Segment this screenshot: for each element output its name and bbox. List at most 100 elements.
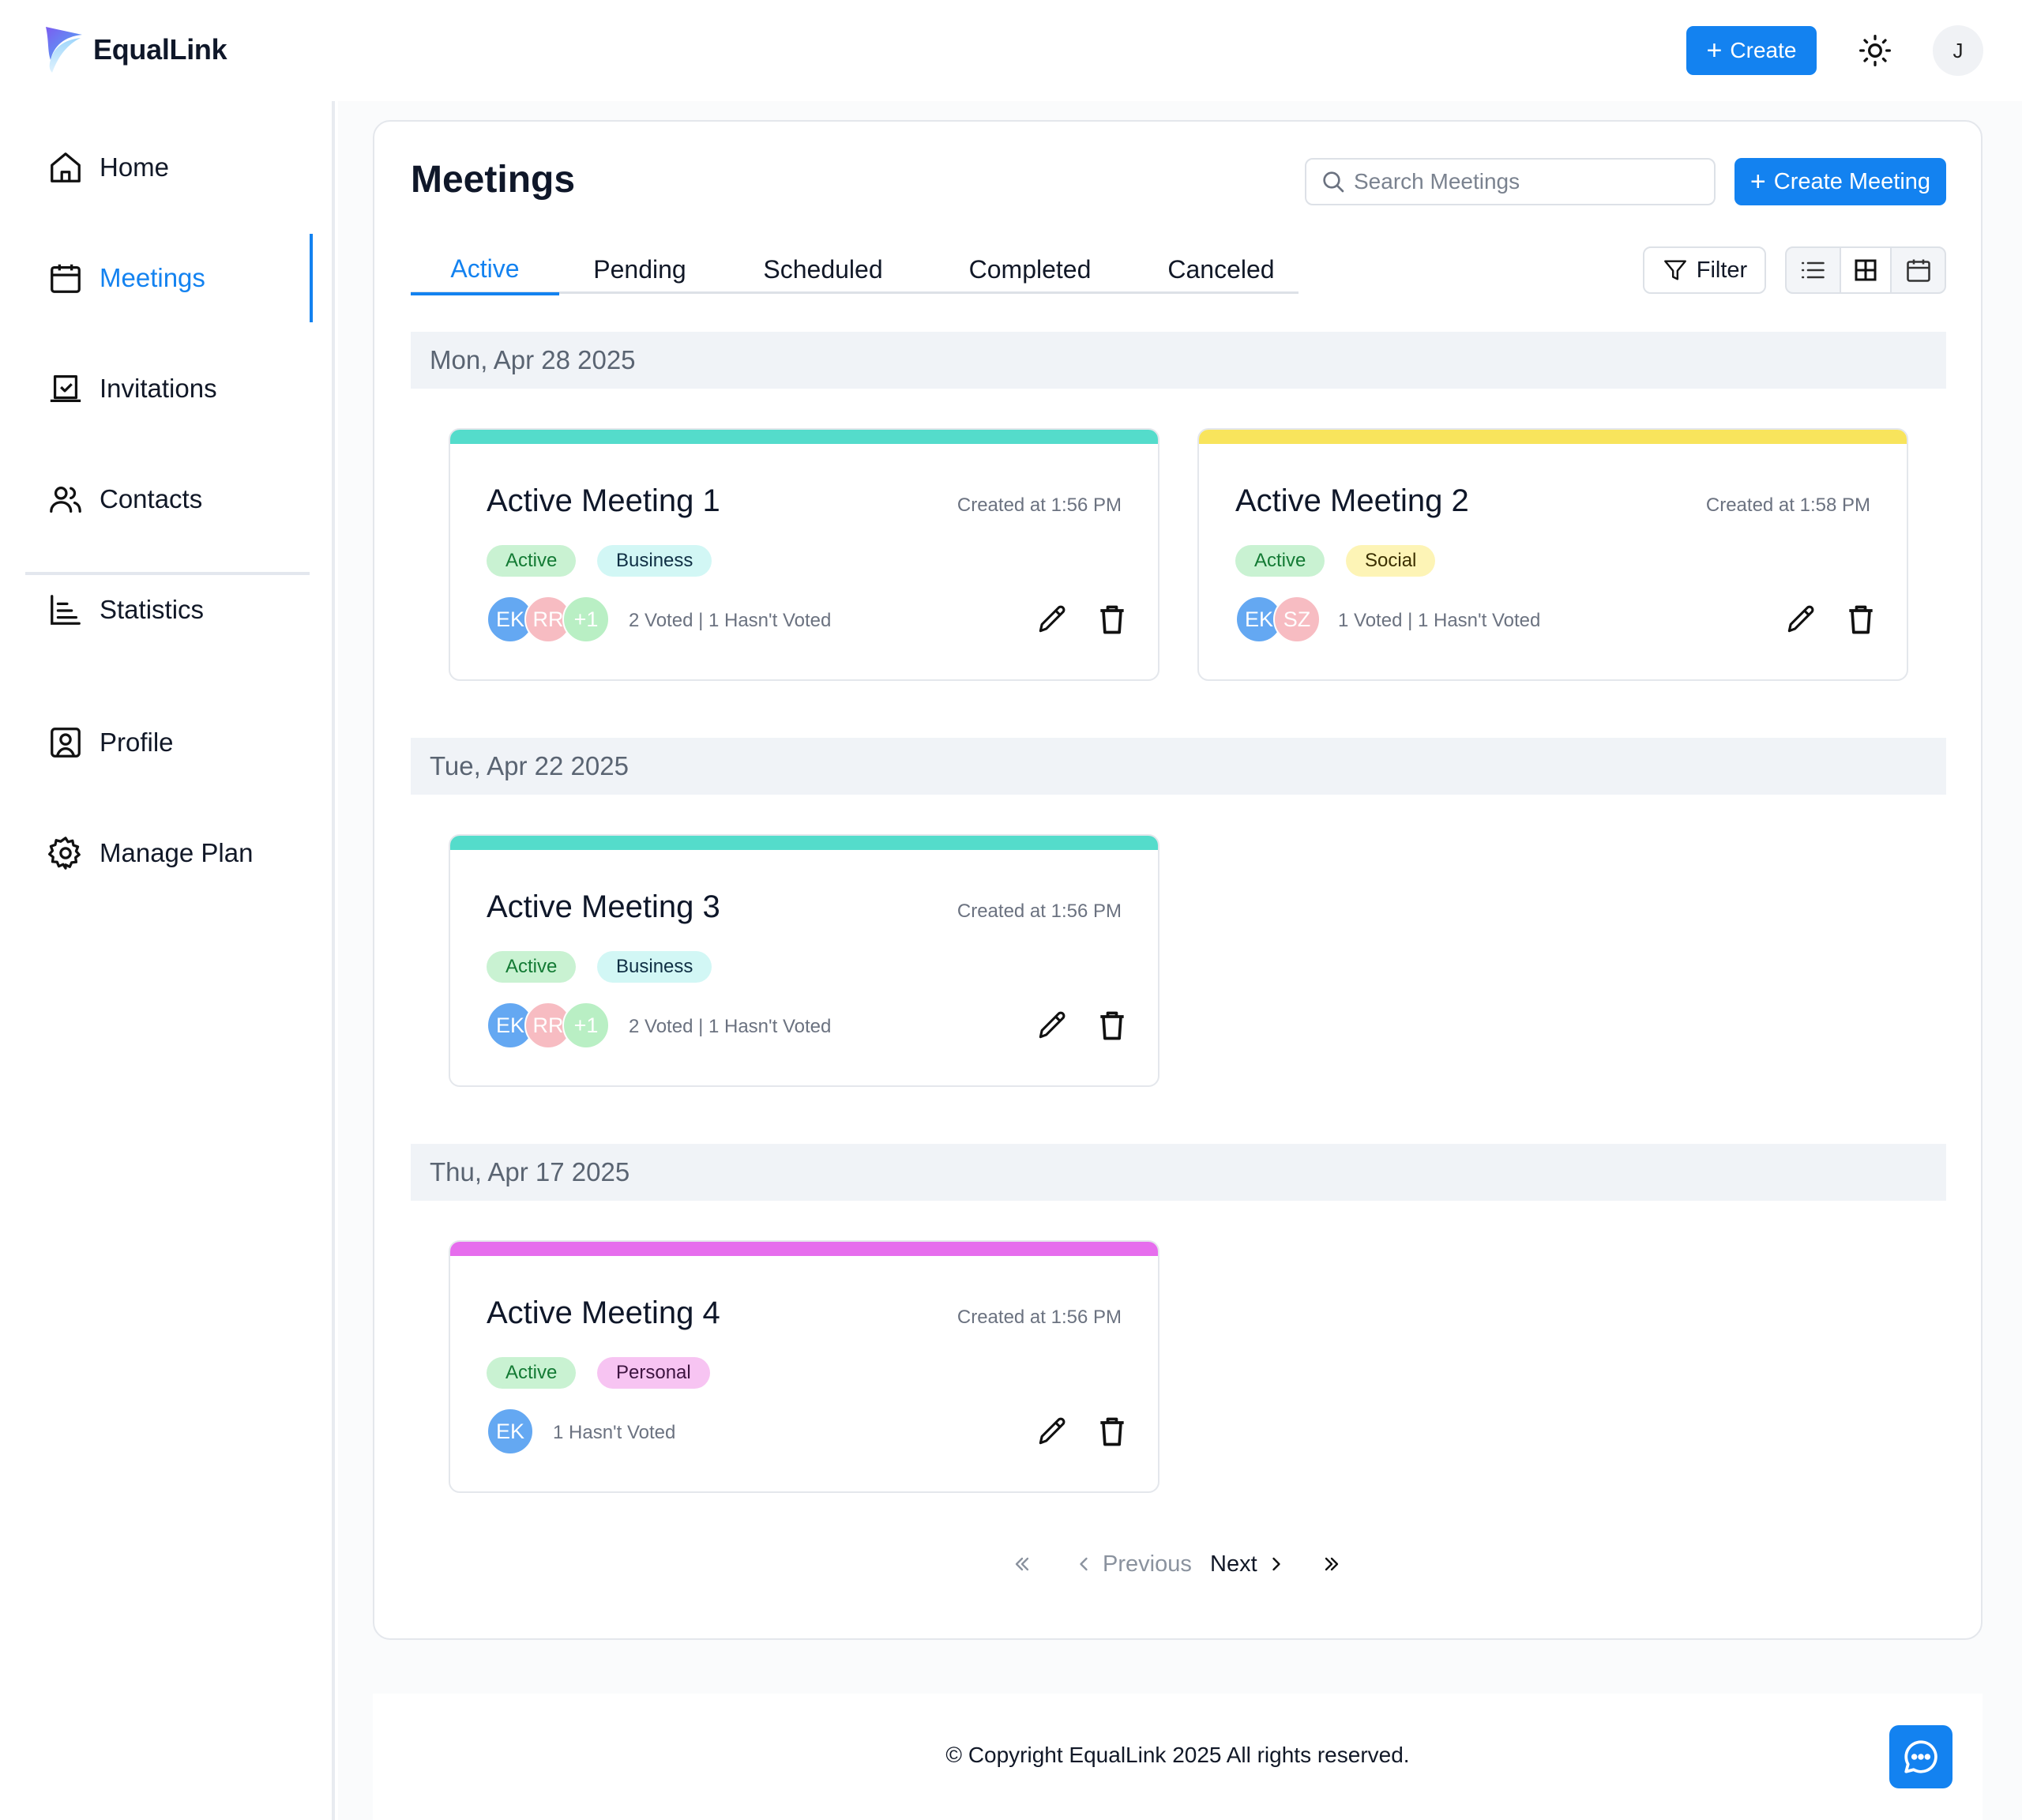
avatar: EK bbox=[487, 1002, 534, 1049]
meeting-card[interactable]: Active Meeting 2 Created at 1:58 PM Acti… bbox=[1197, 428, 1908, 681]
grid-view-button[interactable] bbox=[1839, 248, 1892, 292]
theme-toggle-button[interactable] bbox=[1853, 32, 1897, 70]
filter-icon bbox=[1663, 260, 1686, 280]
create-button-label: Create bbox=[1730, 38, 1797, 62]
status-badge: Active bbox=[487, 951, 577, 983]
next-label: Next bbox=[1210, 1551, 1257, 1577]
calendar-view-button[interactable] bbox=[1892, 248, 1945, 292]
create-button[interactable]: + Create bbox=[1686, 26, 1817, 75]
meeting-title: Active Meeting 4 bbox=[487, 1295, 720, 1330]
edit-icon[interactable] bbox=[1783, 602, 1818, 637]
app-logo[interactable]: EqualLink bbox=[41, 24, 227, 76]
vote-summary: 2 Voted | 1 Hasn't Voted bbox=[629, 610, 832, 631]
participant-avatars: EK SZ bbox=[1235, 596, 1321, 643]
sidebar-item-statistics[interactable]: Statistics bbox=[47, 586, 204, 634]
trash-icon[interactable] bbox=[1095, 1008, 1129, 1043]
contacts-icon bbox=[50, 486, 81, 513]
participant-avatars: EK RR +1 bbox=[487, 1002, 610, 1049]
status-badge: Active bbox=[1235, 545, 1325, 577]
statistics-icon bbox=[51, 595, 81, 625]
chat-support-button[interactable] bbox=[1889, 1725, 1952, 1788]
profile-icon bbox=[51, 728, 81, 758]
previous-page-button[interactable]: Previous bbox=[1073, 1547, 1192, 1581]
sidebar-item-label: Profile bbox=[100, 728, 174, 757]
sidebar-item-home[interactable]: Home bbox=[47, 144, 169, 191]
invitation-icon bbox=[50, 375, 81, 402]
meeting-title: Active Meeting 3 bbox=[487, 889, 720, 924]
last-page-button[interactable] bbox=[1321, 1547, 1343, 1581]
user-avatar[interactable]: J bbox=[1933, 25, 1983, 76]
chevron-left-icon bbox=[1080, 1557, 1088, 1571]
sidebar-item-label: Statistics bbox=[100, 595, 205, 624]
status-badge: Active bbox=[487, 545, 577, 577]
chevrons-left-icon bbox=[1015, 1557, 1029, 1571]
sidebar-item-invitations[interactable]: Invitations bbox=[47, 365, 217, 412]
card-accent-strip bbox=[450, 836, 1158, 850]
create-meeting-button[interactable]: + Create Meeting bbox=[1734, 158, 1946, 205]
vote-summary: 1 Voted | 1 Hasn't Voted bbox=[1338, 610, 1541, 631]
meeting-title: Active Meeting 1 bbox=[487, 483, 720, 518]
list-view-button[interactable] bbox=[1787, 248, 1840, 292]
grid-view-icon bbox=[1855, 259, 1877, 281]
tab-pending[interactable]: Pending bbox=[593, 254, 686, 284]
edit-icon[interactable] bbox=[1035, 602, 1069, 637]
date-group-header: Mon, Apr 28 2025 bbox=[411, 332, 1946, 389]
first-page-button[interactable] bbox=[1011, 1547, 1033, 1581]
date-group-header: Tue, Apr 22 2025 bbox=[411, 738, 1946, 795]
avatar-overflow: +1 bbox=[562, 596, 610, 643]
meeting-card[interactable]: Active Meeting 4 Created at 1:56 PM Acti… bbox=[449, 1240, 1159, 1493]
calendar-icon bbox=[51, 264, 81, 293]
footer: © Copyright EqualLink 2025 All rights re… bbox=[373, 1694, 1983, 1820]
participant-avatars: EK RR +1 bbox=[487, 596, 610, 643]
create-meeting-label: Create Meeting bbox=[1773, 168, 1931, 194]
top-bar: EqualLink + Create J bbox=[0, 0, 2022, 101]
tab-completed[interactable]: Completed bbox=[968, 254, 1092, 284]
sun-icon bbox=[1859, 35, 1891, 66]
avatar: RR bbox=[524, 596, 572, 643]
search-input[interactable] bbox=[1354, 169, 1701, 194]
equallink-logo-icon bbox=[46, 27, 82, 73]
sidebar-item-profile[interactable]: Profile bbox=[47, 719, 174, 766]
calendar-view-icon bbox=[1906, 259, 1930, 282]
vote-summary: 1 Hasn't Voted bbox=[553, 1422, 676, 1443]
created-time: Created at 1:56 PM bbox=[957, 1307, 1122, 1328]
next-page-button[interactable]: Next bbox=[1210, 1547, 1287, 1581]
tab-scheduled[interactable]: Scheduled bbox=[763, 254, 883, 284]
category-badge: Business bbox=[597, 545, 712, 577]
trash-icon[interactable] bbox=[1843, 602, 1878, 637]
sidebar-active-indicator bbox=[310, 234, 313, 322]
previous-label: Previous bbox=[1103, 1551, 1192, 1577]
filter-button[interactable]: Filter bbox=[1643, 246, 1766, 294]
trash-icon[interactable] bbox=[1095, 602, 1129, 637]
avatar: RR bbox=[524, 1002, 572, 1049]
avatar: SZ bbox=[1273, 596, 1321, 643]
chevron-right-icon bbox=[1272, 1557, 1280, 1571]
edit-icon[interactable] bbox=[1035, 1414, 1069, 1449]
home-icon bbox=[51, 152, 81, 182]
sidebar-item-contacts[interactable]: Contacts bbox=[47, 476, 202, 523]
plus-icon: + bbox=[1706, 36, 1723, 66]
page-title: Meetings bbox=[411, 159, 576, 201]
tab-canceled[interactable]: Canceled bbox=[1167, 254, 1275, 284]
sidebar-item-manage-plan[interactable]: Manage Plan bbox=[47, 829, 253, 877]
created-time: Created at 1:56 PM bbox=[957, 494, 1122, 516]
meeting-card[interactable]: Active Meeting 3 Created at 1:56 PM Acti… bbox=[449, 834, 1159, 1087]
trash-icon[interactable] bbox=[1095, 1414, 1129, 1449]
search-box[interactable] bbox=[1305, 158, 1716, 205]
sidebar-item-meetings[interactable]: Meetings bbox=[47, 254, 205, 302]
tab-active[interactable]: Active bbox=[411, 245, 559, 295]
card-accent-strip bbox=[450, 430, 1158, 444]
category-badge: Business bbox=[597, 951, 712, 983]
sidebar-item-label: Invitations bbox=[100, 374, 217, 403]
app-name: EqualLink bbox=[93, 33, 227, 66]
card-accent-strip bbox=[450, 1242, 1158, 1256]
edit-icon[interactable] bbox=[1035, 1008, 1069, 1043]
category-badge: Personal bbox=[597, 1357, 710, 1389]
view-mode-switcher bbox=[1785, 246, 1946, 294]
gear-icon bbox=[48, 837, 81, 870]
sidebar-item-label: Home bbox=[100, 152, 170, 182]
search-icon bbox=[1323, 171, 1344, 193]
meeting-card[interactable]: Active Meeting 1 Created at 1:56 PM Acti… bbox=[449, 428, 1159, 681]
filter-label: Filter bbox=[1696, 257, 1748, 283]
avatar-overflow: +1 bbox=[562, 1002, 610, 1049]
